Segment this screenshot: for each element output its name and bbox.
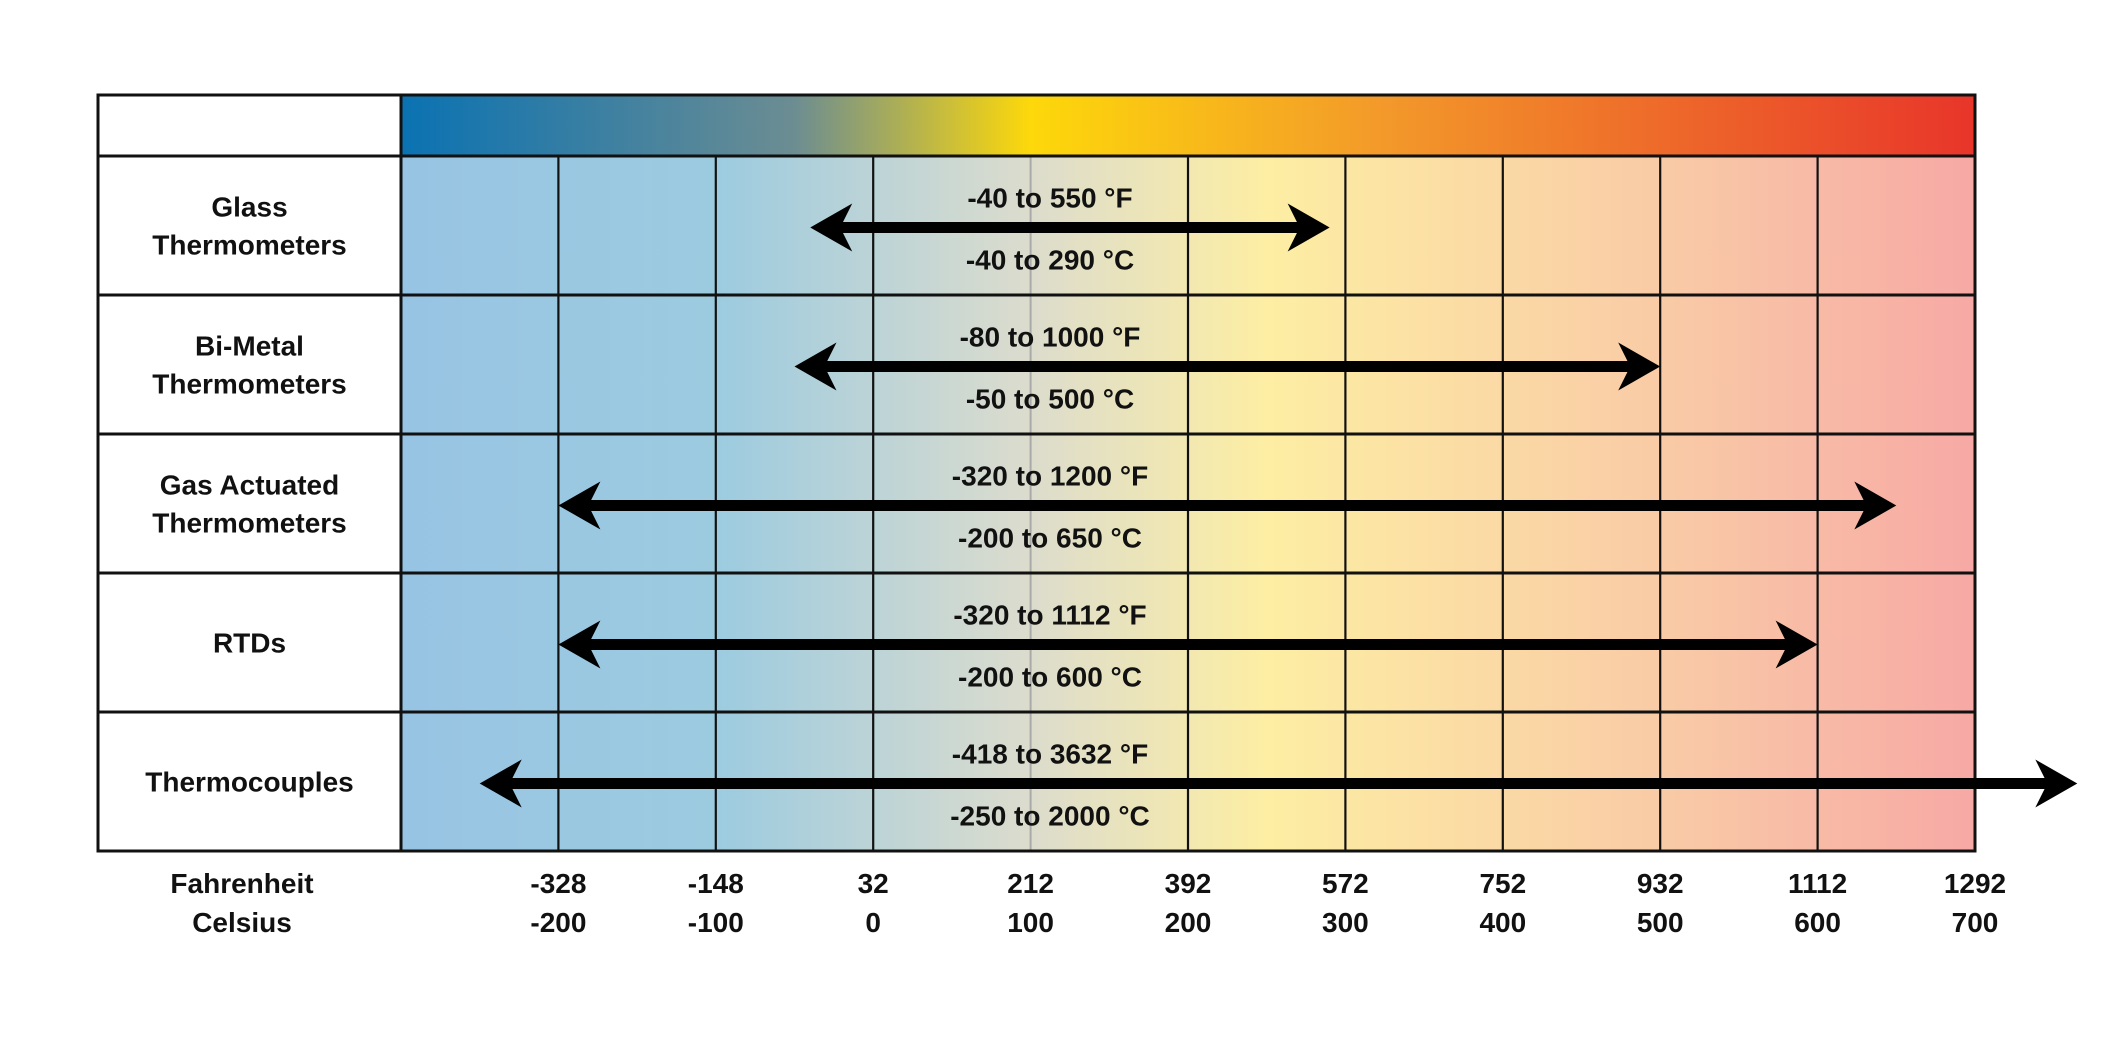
row-label-line: Thermometers	[152, 508, 347, 539]
tick-label-celsius: 0	[865, 907, 881, 938]
tick-label-celsius: 700	[1952, 907, 1999, 938]
row-label: RTDs	[213, 628, 286, 659]
range-arrow-head-left	[794, 342, 837, 391]
axis-label-fahrenheit: Fahrenheit	[170, 868, 313, 899]
tick-label-fahrenheit: -328	[530, 868, 586, 899]
range-label-fahrenheit: -40 to 550 °F	[967, 183, 1132, 214]
row-label-line: Thermocouples	[145, 767, 353, 798]
range-arrow-head-left	[558, 620, 601, 669]
row-label: Glass Thermometers	[152, 192, 347, 261]
tick-label-celsius: 300	[1322, 907, 1369, 938]
range-arrow-head-right	[1854, 481, 1897, 530]
row-label-line: Bi-Metal	[195, 331, 304, 362]
range-arrow-head-left	[558, 481, 601, 530]
range-label-celsius: -40 to 290 °C	[966, 245, 1134, 276]
tick-label-fahrenheit: 572	[1322, 868, 1369, 899]
tick-label-fahrenheit: 32	[858, 868, 889, 899]
range-label-fahrenheit: -320 to 1200 °F	[952, 461, 1148, 492]
x-axis: Fahrenheit Celsius -328 -200 -148 -100 32 0 21…	[170, 868, 2006, 938]
row-label-line: Thermometers	[152, 369, 347, 400]
range-label-celsius: -50 to 500 °C	[966, 384, 1134, 415]
tick-label-fahrenheit: -148	[688, 868, 744, 899]
row-label: Bi-Metal Thermometers	[152, 331, 347, 400]
range-label-fahrenheit: -320 to 1112 °F	[953, 600, 1146, 631]
range-arrows: -40 to 550 °F -40 to 290 °C -80 to 1000 °F…	[479, 183, 2078, 832]
tick-label-celsius: 600	[1794, 907, 1841, 938]
tick-label-celsius: -100	[688, 907, 744, 938]
row-label-line: Thermometers	[152, 230, 347, 261]
range-label-celsius: -250 to 2000 °C	[950, 801, 1150, 832]
row-label-line: Glass	[211, 192, 287, 223]
range-arrow-head-right	[1287, 203, 1330, 252]
range-label-fahrenheit: -418 to 3632 °F	[952, 739, 1148, 770]
tick-label-fahrenheit: 1292	[1944, 868, 2006, 899]
tick-label-fahrenheit: 932	[1637, 868, 1684, 899]
row-label: Gas Actuated Thermometers	[152, 470, 347, 539]
range-arrow-head-right	[1618, 342, 1661, 391]
tick-label-fahrenheit: 392	[1165, 868, 1212, 899]
temperature-gradient-header	[401, 95, 1975, 156]
axis-label-celsius: Celsius	[192, 907, 292, 938]
tick-label-celsius: 400	[1479, 907, 1526, 938]
range-arrow-head-right	[2035, 759, 2078, 808]
tick-label-fahrenheit: 752	[1479, 868, 1526, 899]
range-label-celsius: -200 to 650 °C	[958, 523, 1142, 554]
range-arrow-head-left	[810, 203, 853, 252]
tick-label-celsius: 200	[1165, 907, 1212, 938]
range-label-celsius: -200 to 600 °C	[958, 662, 1142, 693]
range-label-fahrenheit: -80 to 1000 °F	[960, 322, 1141, 353]
row-label-line: RTDs	[213, 628, 286, 659]
tick-label-celsius: 500	[1637, 907, 1684, 938]
tick-label-celsius: -200	[530, 907, 586, 938]
tick-label-fahrenheit: 1112	[1788, 868, 1847, 899]
tick-label-fahrenheit: 212	[1007, 868, 1054, 899]
row-label-line: Gas Actuated	[160, 470, 339, 501]
row-label: Thermocouples	[145, 767, 353, 798]
table-border	[96, 93, 1977, 853]
tick-label-celsius: 100	[1007, 907, 1054, 938]
range-arrow-head-left	[479, 759, 522, 808]
range-arrow-head-right	[1775, 620, 1818, 669]
label-column	[98, 95, 401, 851]
